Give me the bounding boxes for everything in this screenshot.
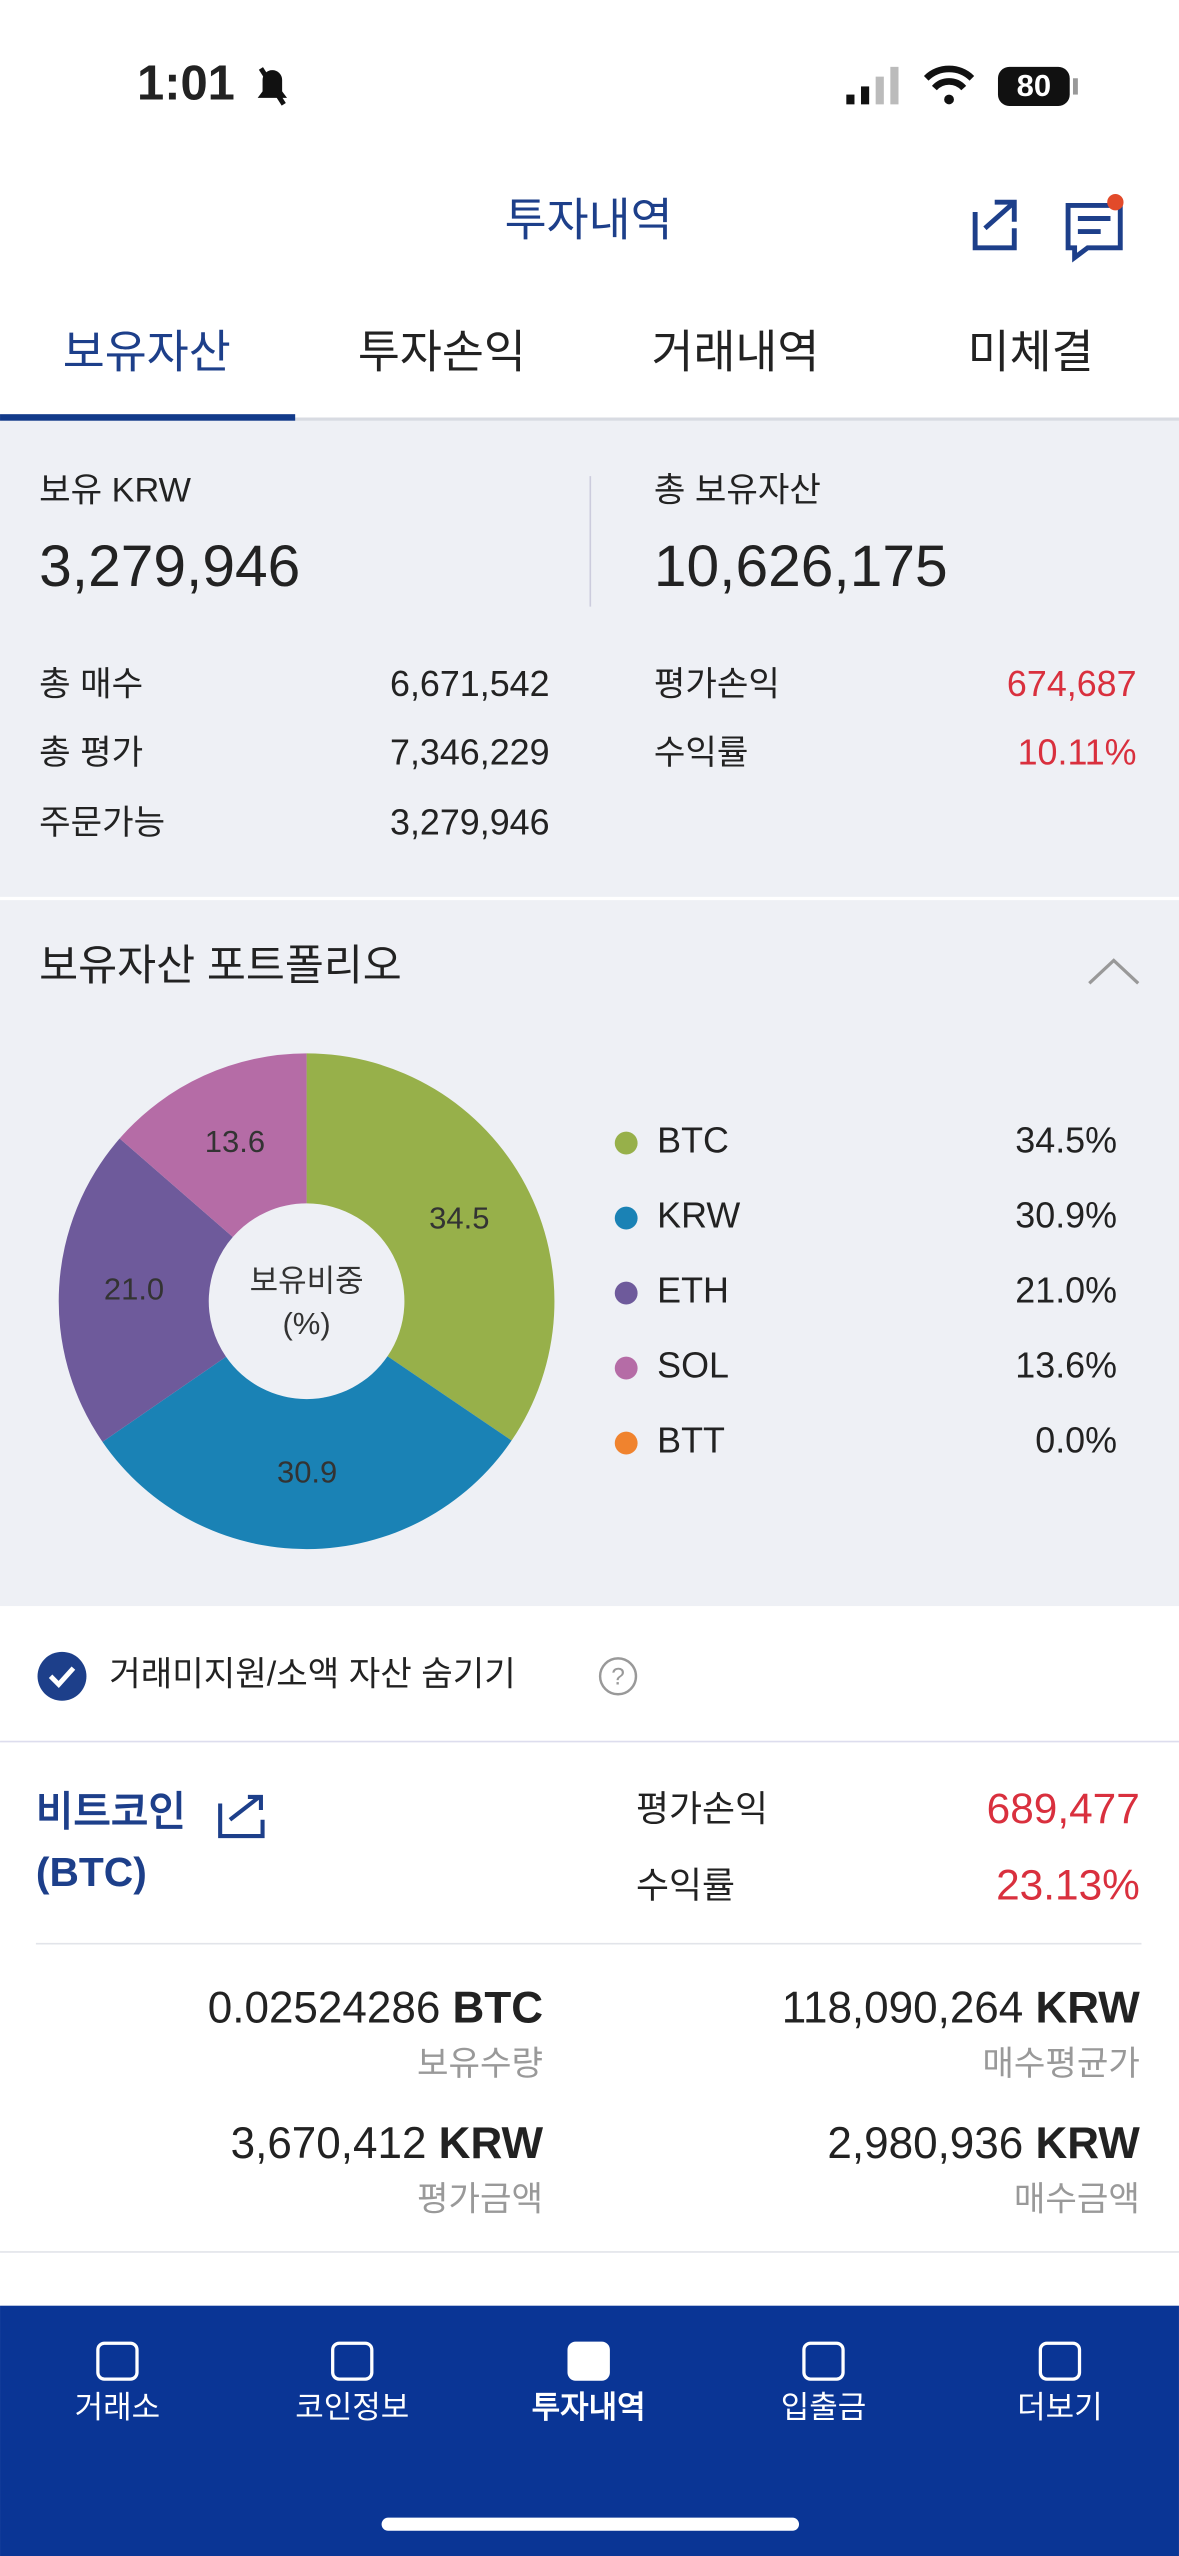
summary-label: 주문가능 [39,804,165,842]
summary-value: 10.11% [1018,732,1137,772]
legend-value: 34.5% [1015,1121,1117,1161]
help-icon-mark: ? [611,1663,625,1690]
checkbox[interactable] [37,1651,87,1701]
tab[interactable]: 거래내역 [651,327,819,378]
portfolio-title: 보유자산 포트폴리오 [39,942,402,989]
clock: 1:01 [137,56,235,110]
home-indicator [381,2517,800,2531]
cell-number: 3,670,412 [231,2119,427,2168]
cell-number: 0.02524286 [208,1983,441,2032]
nav-icon [1038,2341,1082,2381]
nav-icon [96,2341,139,2381]
collapse-button[interactable] [1088,958,1140,985]
nav-icon [802,2341,845,2381]
check [48,1666,76,1688]
legend-name: KRW [657,1196,740,1236]
nav-icon [331,2341,374,2381]
list-bg [0,1606,1179,2308]
nav-label[interactable]: 코인정보 [295,2390,409,2425]
cell-spacer [426,2119,438,2168]
total-label: 총 보유자산 [654,471,821,509]
donut-slice [58,1138,233,1442]
summary-label: 수익률 [654,734,749,772]
summary-value: 3,279,946 [390,803,550,843]
coin-ticker: (BTC) [36,1849,147,1895]
legend-value: 30.9% [1015,1196,1117,1236]
nav-icon [567,2341,610,2381]
rate-label: 수익률 [636,1866,735,1906]
nav-label[interactable]: 더보기 [1017,2390,1102,2425]
summary-label: 총 매수 [39,666,143,704]
nav-label[interactable]: 입출금 [781,2390,866,2425]
cell-value: 0.02524286 BTC [208,1983,543,2032]
cell-number: 2,980,936 [827,2119,1023,2168]
donut-slice [102,1356,512,1550]
legend-name: BTT [657,1421,725,1461]
total-value: 10,626,175 [654,534,948,599]
legend-name: SOL [657,1346,729,1386]
cell-label: 평가금액 [417,2180,543,2218]
cell-unit: KRW [1036,2119,1141,2168]
legend-dot [614,1206,638,1230]
donut-slice [306,1053,555,1441]
cell-number: 118,090,264 [782,1983,1024,2032]
slice-label: 13.6 [205,1124,265,1159]
cell-unit: KRW [439,2119,544,2168]
legend-dot [614,1131,638,1155]
filter-label: 거래미지원/소액 자산 숨기기 [109,1655,515,1693]
legend-dot [614,1431,638,1455]
status-icons [257,65,1078,106]
donut-center-label: (%) [283,1306,331,1341]
legend-value: 0.0% [1035,1421,1117,1461]
cell-unit: KRW [1036,1983,1141,2032]
cell-value: 2,980,936 KRW [827,2119,1140,2168]
legend-value: 13.6% [1015,1346,1117,1386]
legend-name: ETH [657,1271,729,1311]
tab[interactable]: 미체결 [968,327,1094,378]
summary-value: 7,346,229 [390,732,550,772]
share-button[interactable] [972,199,1017,251]
cell-spacer [1023,1983,1035,2032]
cell-unit: BTC [453,1983,543,2032]
slice-label: 34.5 [429,1201,489,1236]
legend-dot [614,1281,638,1305]
summary-label: 총 평가 [39,734,143,772]
krw-label: 보유 KRW [39,471,191,509]
donut-center-label: 보유비중 [250,1263,364,1298]
legend-name: BTC [657,1121,729,1161]
nav-label[interactable]: 투자내역 [532,2390,646,2425]
nav-label[interactable]: 거래소 [75,2390,160,2425]
cell-label: 매수평균가 [982,2045,1139,2083]
header-title: 투자내역 [505,194,673,245]
pnl-value: 689,477 [987,1785,1140,1832]
legend-dot [614,1356,638,1380]
rate-value: 23.13% [996,1861,1140,1908]
summary-label: 평가손익 [654,666,780,704]
pnl-label: 평가손익 [636,1789,768,1829]
tab[interactable]: 투자손익 [358,327,526,378]
coin-share[interactable] [218,1794,265,1839]
slice-label: 21.0 [104,1272,164,1307]
tab[interactable]: 보유자산 [63,327,231,378]
coin-name: 비트코인 [36,1789,186,1835]
cell-label: 보유수량 [417,2045,543,2083]
notice-button[interactable] [1065,194,1124,263]
slice-label: 30.9 [277,1454,337,1489]
cell-spacer [1023,2119,1035,2168]
krw-value: 3,279,946 [39,534,300,599]
summary-value: 674,687 [1007,664,1137,704]
summary-value: 6,671,542 [390,664,550,704]
tab-indicator [0,414,296,421]
battery: 80 [1017,68,1051,103]
donut-slice [119,1053,307,1237]
cell-value: 3,670,412 KRW [231,2119,544,2168]
cell-value: 118,090,264 KRW [782,1983,1141,2032]
help-icon[interactable] [598,1657,638,1696]
legend-value: 21.0% [1015,1271,1117,1311]
cell-spacer [440,1983,452,2032]
cell-label: 매수금액 [1014,2180,1140,2218]
